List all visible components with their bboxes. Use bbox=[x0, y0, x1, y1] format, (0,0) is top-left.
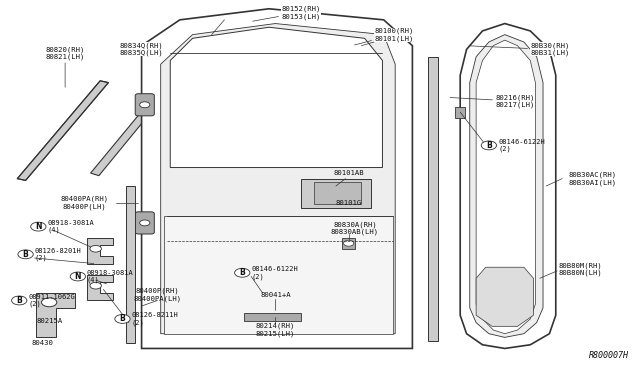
Circle shape bbox=[481, 141, 497, 150]
Polygon shape bbox=[476, 40, 536, 334]
Polygon shape bbox=[88, 238, 113, 263]
Text: 80B80M(RH)
80B80N(LH): 80B80M(RH) 80B80N(LH) bbox=[559, 262, 603, 276]
Polygon shape bbox=[141, 9, 412, 349]
Circle shape bbox=[235, 268, 250, 277]
Text: 80216(RH)
80217(LH): 80216(RH) 80217(LH) bbox=[450, 94, 534, 108]
Text: 80041+A: 80041+A bbox=[260, 292, 291, 298]
Text: 08126-8201H
(2): 08126-8201H (2) bbox=[35, 247, 81, 261]
Polygon shape bbox=[314, 182, 362, 205]
Text: 80430: 80430 bbox=[32, 340, 54, 346]
Text: B: B bbox=[23, 250, 28, 259]
Text: 80101AB: 80101AB bbox=[333, 170, 364, 176]
Polygon shape bbox=[125, 186, 135, 343]
Circle shape bbox=[70, 272, 86, 281]
Circle shape bbox=[90, 246, 101, 252]
Text: 08911-1062G
(2): 08911-1062G (2) bbox=[28, 294, 75, 307]
Circle shape bbox=[42, 298, 57, 307]
Polygon shape bbox=[91, 84, 172, 176]
Text: B: B bbox=[17, 296, 22, 305]
Text: 80215A: 80215A bbox=[36, 318, 62, 324]
Text: 80820(RH)
80821(LH): 80820(RH) 80821(LH) bbox=[45, 46, 84, 87]
Polygon shape bbox=[470, 35, 543, 337]
Polygon shape bbox=[88, 275, 113, 301]
Polygon shape bbox=[164, 215, 394, 334]
Text: 80101G: 80101G bbox=[335, 200, 362, 206]
Circle shape bbox=[140, 220, 150, 226]
Text: R800007H: R800007H bbox=[589, 350, 629, 359]
Text: 08146-6122H
(2): 08146-6122H (2) bbox=[499, 139, 545, 152]
Text: B: B bbox=[239, 268, 245, 277]
Text: 80B30(RH)
80B31(LH): 80B30(RH) 80B31(LH) bbox=[469, 42, 570, 57]
Text: 80100(RH)
80101(LH): 80100(RH) 80101(LH) bbox=[355, 28, 413, 45]
Text: 80B30AC(RH)
80B30AI(LH): 80B30AC(RH) 80B30AI(LH) bbox=[568, 171, 617, 186]
Text: 80400P(RH)
80400PA(LH): 80400P(RH) 80400PA(LH) bbox=[134, 288, 182, 302]
Text: 08918-3081A
(4): 08918-3081A (4) bbox=[87, 270, 134, 283]
Polygon shape bbox=[170, 27, 383, 167]
Text: 80152(RH)
80153(LH): 80152(RH) 80153(LH) bbox=[253, 6, 321, 21]
Text: N: N bbox=[35, 222, 42, 231]
Polygon shape bbox=[428, 57, 438, 341]
Circle shape bbox=[18, 250, 33, 259]
Polygon shape bbox=[36, 293, 75, 337]
Polygon shape bbox=[167, 253, 244, 326]
Circle shape bbox=[90, 282, 101, 289]
Polygon shape bbox=[17, 81, 108, 180]
Text: 80400PA(RH)
80400P(LH): 80400PA(RH) 80400P(LH) bbox=[60, 196, 108, 209]
Polygon shape bbox=[460, 23, 556, 349]
Circle shape bbox=[12, 296, 27, 305]
Text: B: B bbox=[486, 141, 492, 150]
Text: 08146-6122H
(2): 08146-6122H (2) bbox=[251, 266, 298, 279]
Text: N: N bbox=[75, 272, 81, 281]
Polygon shape bbox=[455, 107, 465, 118]
Polygon shape bbox=[244, 313, 301, 321]
Text: 08918-3081A
(4): 08918-3081A (4) bbox=[47, 220, 94, 233]
Polygon shape bbox=[476, 267, 534, 326]
FancyBboxPatch shape bbox=[135, 212, 154, 234]
Polygon shape bbox=[161, 23, 395, 334]
Polygon shape bbox=[301, 179, 371, 208]
Circle shape bbox=[31, 222, 46, 231]
Circle shape bbox=[115, 314, 130, 323]
Circle shape bbox=[140, 102, 150, 108]
Polygon shape bbox=[342, 238, 355, 249]
Text: 80830A(RH)
80830AB(LH): 80830A(RH) 80830AB(LH) bbox=[331, 221, 379, 235]
Text: 08126-8211H
(2): 08126-8211H (2) bbox=[131, 312, 178, 326]
Text: 80214(RH)
80215(LH): 80214(RH) 80215(LH) bbox=[256, 323, 295, 337]
Text: B: B bbox=[120, 314, 125, 323]
FancyBboxPatch shape bbox=[135, 94, 154, 116]
Circle shape bbox=[344, 240, 354, 246]
Text: 80834Q(RH)
80835Q(LH): 80834Q(RH) 80835Q(LH) bbox=[120, 42, 163, 84]
